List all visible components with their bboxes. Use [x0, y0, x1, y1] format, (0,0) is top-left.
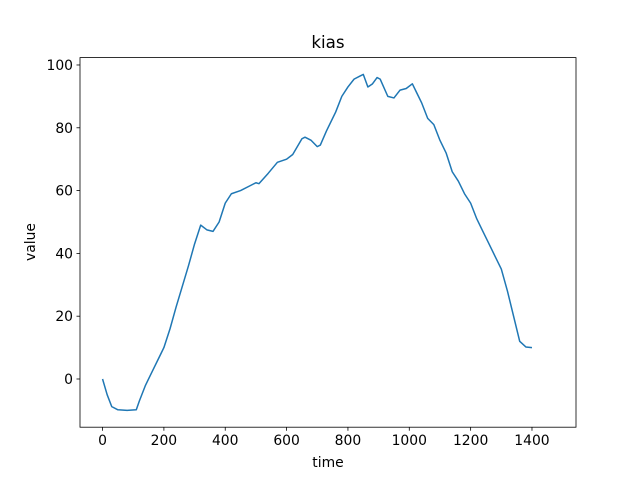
- y-tick-label: 0: [64, 372, 73, 388]
- x-tick-label: 600: [273, 433, 300, 449]
- x-tick-label: 400: [212, 433, 239, 449]
- x-tick-label: 0: [98, 433, 107, 449]
- y-axis-label: value: [23, 223, 39, 261]
- y-tick-label: 40: [55, 246, 73, 262]
- y-tick-label: 100: [46, 58, 73, 74]
- x-tick-label: 800: [335, 433, 362, 449]
- x-tick-label: 1400: [514, 433, 549, 449]
- x-tick-label: 1200: [453, 433, 488, 449]
- plot-frame: [79, 57, 577, 428]
- x-tick-label: 1000: [392, 433, 427, 449]
- y-tick-label: 60: [55, 184, 73, 200]
- chart-title: kias: [311, 32, 344, 52]
- data-line: [101, 73, 533, 412]
- x-axis-label: time: [312, 455, 343, 471]
- y-tick-label: 80: [55, 121, 73, 137]
- y-tick-label: 20: [55, 309, 73, 325]
- x-tick-label: 200: [151, 433, 178, 449]
